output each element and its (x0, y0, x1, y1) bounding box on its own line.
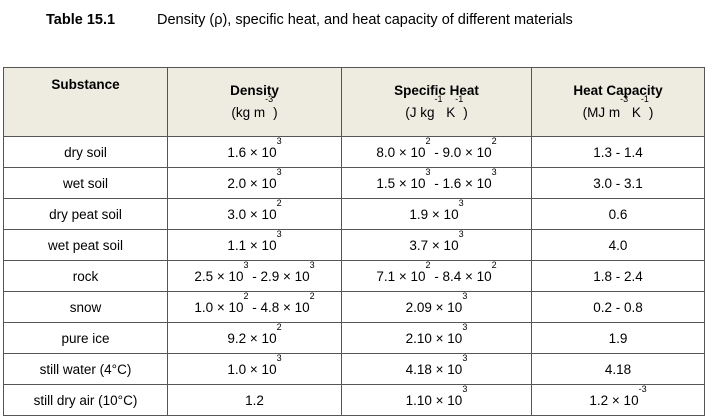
header-row: Substance Density (kg m-3) Specific Heat… (3, 67, 705, 137)
cell-heat-capacity: 1.9 (531, 322, 705, 354)
materials-table: Substance Density (kg m-3) Specific Heat… (3, 67, 705, 416)
header-unit: (J kg-1 K-1) (405, 94, 468, 121)
cell-specific-heat: 3.7 × 103 (341, 229, 532, 261)
table-row: pure ice 9.2 × 102 2.10 × 103 1.9 (3, 322, 705, 354)
header-heat-capacity: Heat Capacity (MJ m-3 K-1) (531, 67, 705, 137)
table-title: Density (ρ), specific heat, and heat cap… (157, 12, 573, 28)
cell-substance: dry peat soil (3, 198, 168, 230)
cell-substance: still dry air (10°C) (3, 384, 168, 416)
cell-substance: still water (4°C) (3, 353, 168, 385)
header-title: Specific Heat (394, 83, 479, 98)
cell-specific-heat: 2.09 × 103 (341, 291, 532, 323)
cell-heat-capacity: 3.0 - 3.1 (531, 167, 705, 199)
cell-density: 9.2 × 102 (167, 322, 342, 354)
cell-substance: snow (3, 291, 168, 323)
cell-density: 1.0 × 103 (167, 353, 342, 385)
table-row: wet peat soil 1.1 × 103 3.7 × 103 4.0 (3, 229, 705, 261)
cell-heat-capacity: 1.3 - 1.4 (531, 136, 705, 168)
cell-density: 1.2 (167, 384, 342, 416)
header-unit: (MJ m-3 K-1) (582, 94, 654, 121)
cell-heat-capacity: 0.6 (531, 198, 705, 230)
cell-density: 1.0 × 102 - 4.8 × 102 (167, 291, 342, 323)
cell-specific-heat: 7.1 × 102 - 8.4 × 102 (341, 260, 532, 292)
table-row: still dry air (10°C) 1.2 1.10 × 103 1.2 × 1… (3, 384, 705, 416)
cell-specific-heat: 1.10 × 103 (341, 384, 532, 416)
cell-heat-capacity: 4.0 (531, 229, 705, 261)
cell-substance: wet peat soil (3, 229, 168, 261)
header-title: Density (230, 83, 279, 98)
cell-heat-capacity: 0.2 - 0.8 (531, 291, 705, 323)
table-row: dry peat soil 3.0 × 102 1.9 × 103 0.6 (3, 198, 705, 230)
cell-specific-heat: 8.0 × 102 - 9.0 × 102 (341, 136, 532, 168)
cell-specific-heat: 1.9 × 103 (341, 198, 532, 230)
cell-density: 2.0 × 103 (167, 167, 342, 199)
cell-substance: dry soil (3, 136, 168, 168)
table-row: wet soil 2.0 × 103 1.5 × 103 - 1.6 × 103 3.… (3, 167, 705, 199)
table-row: snow 1.0 × 102 - 4.8 × 102 2.09 × 103 0.2 -… (3, 291, 705, 323)
cell-heat-capacity: 4.18 (531, 353, 705, 385)
cell-heat-capacity: 1.2 × 10-3 (531, 384, 705, 416)
table-row: rock 2.5 × 103 - 2.9 × 103 7.1 × 102 - 8.4… (3, 260, 705, 292)
cell-specific-heat: 4.18 × 103 (341, 353, 532, 385)
cell-substance: pure ice (3, 322, 168, 354)
header-title: Substance (51, 77, 120, 92)
cell-substance: rock (3, 260, 168, 292)
header-title: Heat Capacity (573, 83, 663, 98)
cell-density: 1.6 × 103 (167, 136, 342, 168)
header-unit: (kg m-3) (231, 94, 278, 121)
table-row: still water (4°C) 1.0 × 103 4.18 × 103 4.18 (3, 353, 705, 385)
cell-specific-heat: 1.5 × 103 - 1.6 × 103 (341, 167, 532, 199)
cell-density: 1.1 × 103 (167, 229, 342, 261)
cell-density: 2.5 × 103 - 2.9 × 103 (167, 260, 342, 292)
table-label: Table 15.1 (46, 12, 116, 28)
header-density: Density (kg m-3) (167, 67, 342, 137)
cell-substance: wet soil (3, 167, 168, 199)
cell-density: 3.0 × 102 (167, 198, 342, 230)
table-body: dry soil 1.6 × 103 8.0 × 102 - 9.0 × 102 1.… (3, 136, 705, 416)
table-row: dry soil 1.6 × 103 8.0 × 102 - 9.0 × 102 1.… (3, 136, 705, 168)
header-specific-heat: Specific Heat (J kg-1 K-1) (341, 67, 532, 137)
cell-specific-heat: 2.10 × 103 (341, 322, 532, 354)
cell-heat-capacity: 1.8 - 2.4 (531, 260, 705, 292)
header-substance: Substance (3, 67, 168, 137)
